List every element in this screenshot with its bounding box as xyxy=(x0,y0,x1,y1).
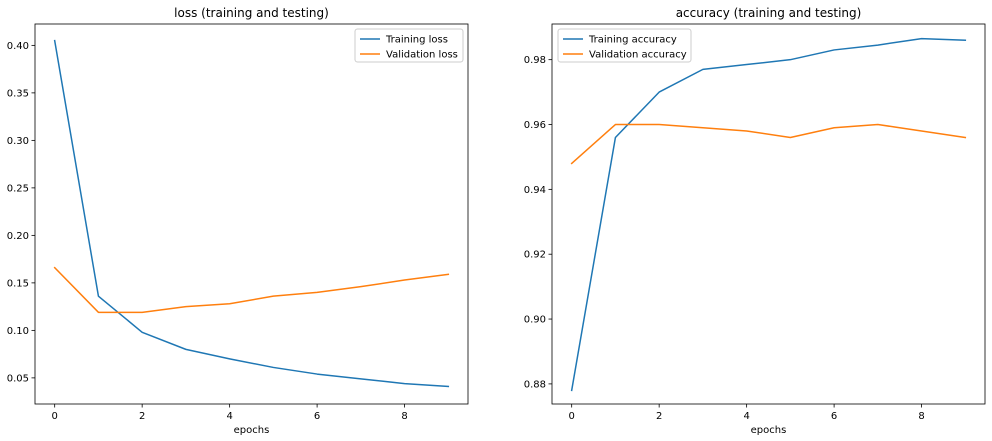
x-tick-label: 8 xyxy=(401,411,407,422)
y-tick-label: 0.94 xyxy=(524,185,546,196)
y-tick-label: 0.96 xyxy=(524,120,546,131)
x-axis-label: epochs xyxy=(234,425,270,436)
legend-box xyxy=(354,28,464,63)
series-line-validation xyxy=(570,123,967,165)
y-tick-label: 0.88 xyxy=(524,379,546,390)
legend-label: Validation accuracy xyxy=(589,50,687,61)
x-tick-label: 4 xyxy=(226,411,232,422)
x-tick-label: 0 xyxy=(51,411,57,422)
x-tick-label: 6 xyxy=(314,411,320,422)
chart-title: accuracy (training and testing) xyxy=(676,6,862,20)
legend-box xyxy=(557,28,692,63)
legend-label: Validation loss xyxy=(386,50,458,61)
x-tick-label: 8 xyxy=(918,411,924,422)
y-tick-label: 0.10 xyxy=(7,326,29,337)
series-line-training xyxy=(570,37,967,392)
x-axis-label: epochs xyxy=(751,425,787,436)
series-line-training xyxy=(53,39,450,388)
y-tick-label: 0.92 xyxy=(524,250,546,261)
axes-frame xyxy=(551,23,986,405)
y-tick-label: 0.05 xyxy=(7,373,29,384)
x-tick-label: 2 xyxy=(139,411,145,422)
y-tick-label: 0.40 xyxy=(7,41,29,52)
x-tick-label: 4 xyxy=(743,411,749,422)
y-tick-label: 0.20 xyxy=(7,231,29,242)
chart-1: loss (training and testing) 0 2 4 6 8 0.05 0.10… xyxy=(7,6,469,436)
legend: Training accuracy Validation accuracy xyxy=(557,28,692,63)
x-tick-label: 2 xyxy=(656,411,662,422)
x-tick-label: 0 xyxy=(568,411,574,422)
y-tick-label: 0.35 xyxy=(7,88,29,99)
legend: Training loss Validation loss xyxy=(354,28,464,63)
y-tick-label: 0.25 xyxy=(7,183,29,194)
series-line-validation xyxy=(53,266,450,314)
x-tick-label: 6 xyxy=(831,411,837,422)
chart-title: loss (training and testing) xyxy=(174,6,329,20)
y-tick-label: 0.98 xyxy=(524,55,546,66)
chart-2: accuracy (training and testing) 0 2 4 6 8 0.88… xyxy=(524,6,986,436)
legend-label: Training accuracy xyxy=(588,35,677,46)
y-tick-label: 0.90 xyxy=(524,315,546,326)
legend-label: Training loss xyxy=(385,35,448,46)
axes-frame xyxy=(34,23,469,405)
y-tick-label: 0.30 xyxy=(7,136,29,147)
y-tick-label: 0.15 xyxy=(7,278,29,289)
